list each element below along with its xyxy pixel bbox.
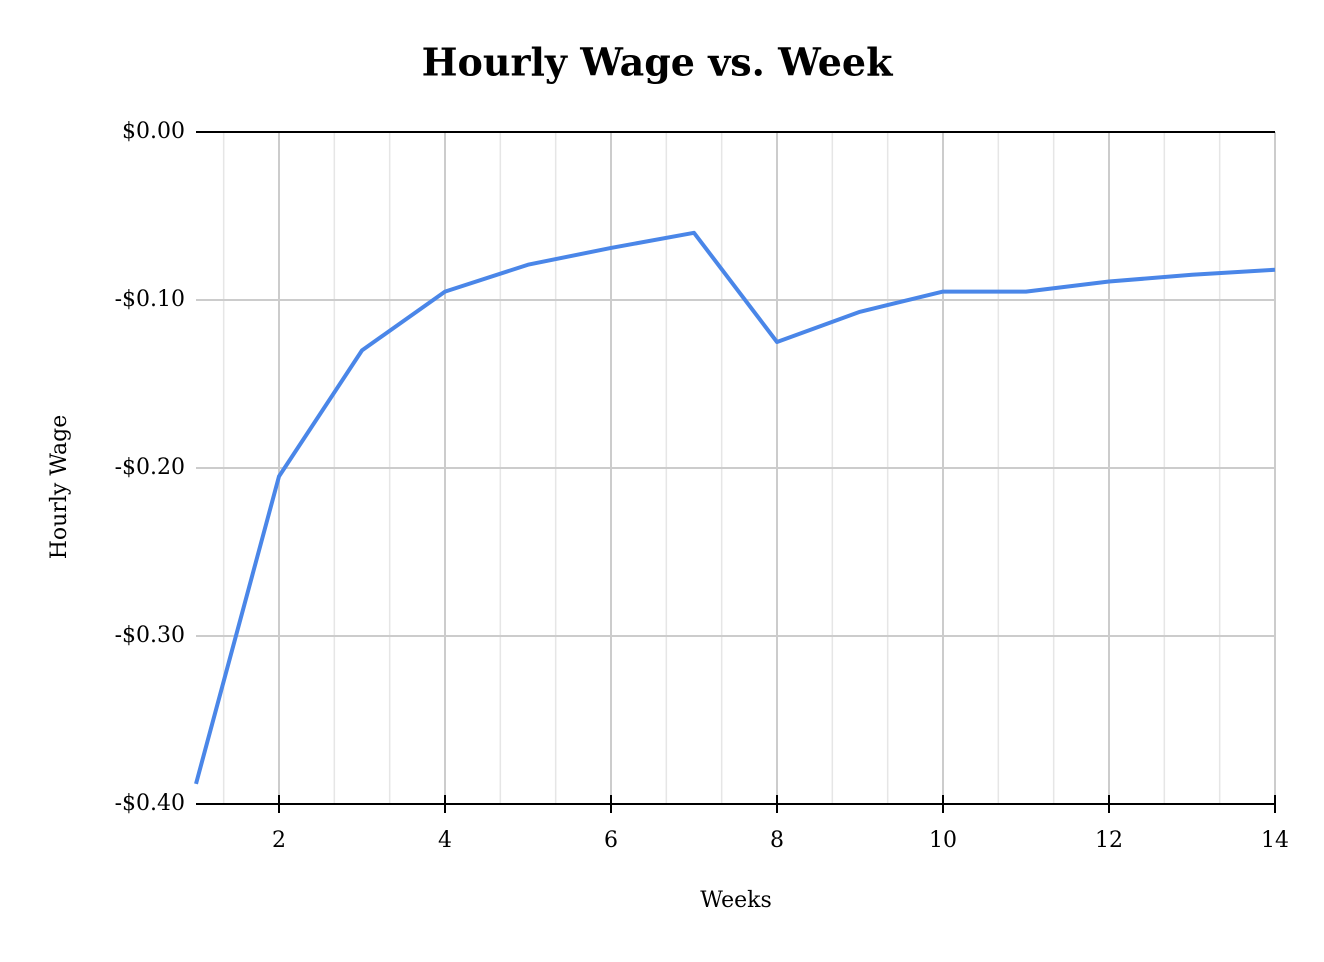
x-tick-label: 10 xyxy=(929,828,957,853)
y-tick-label: $0.00 xyxy=(122,119,185,144)
y-tick-label: -$0.30 xyxy=(115,623,185,648)
x-tick-label: 2 xyxy=(272,828,286,853)
x-axis-title: Weeks xyxy=(700,888,771,913)
y-axis-title: Hourly Wage xyxy=(47,415,72,560)
y-tick-label: -$0.20 xyxy=(115,455,185,480)
chart-title: Hourly Wage vs. Week xyxy=(422,40,893,85)
x-tick-label: 4 xyxy=(438,828,452,853)
x-tick-label: 8 xyxy=(770,828,784,853)
y-tick-label: -$0.10 xyxy=(115,287,185,312)
x-tick-label: 6 xyxy=(604,828,618,853)
x-tick-label: 14 xyxy=(1261,828,1289,853)
y-tick-label: -$0.40 xyxy=(115,791,185,816)
data-line xyxy=(194,230,1276,785)
x-tick-label: 12 xyxy=(1095,828,1123,853)
